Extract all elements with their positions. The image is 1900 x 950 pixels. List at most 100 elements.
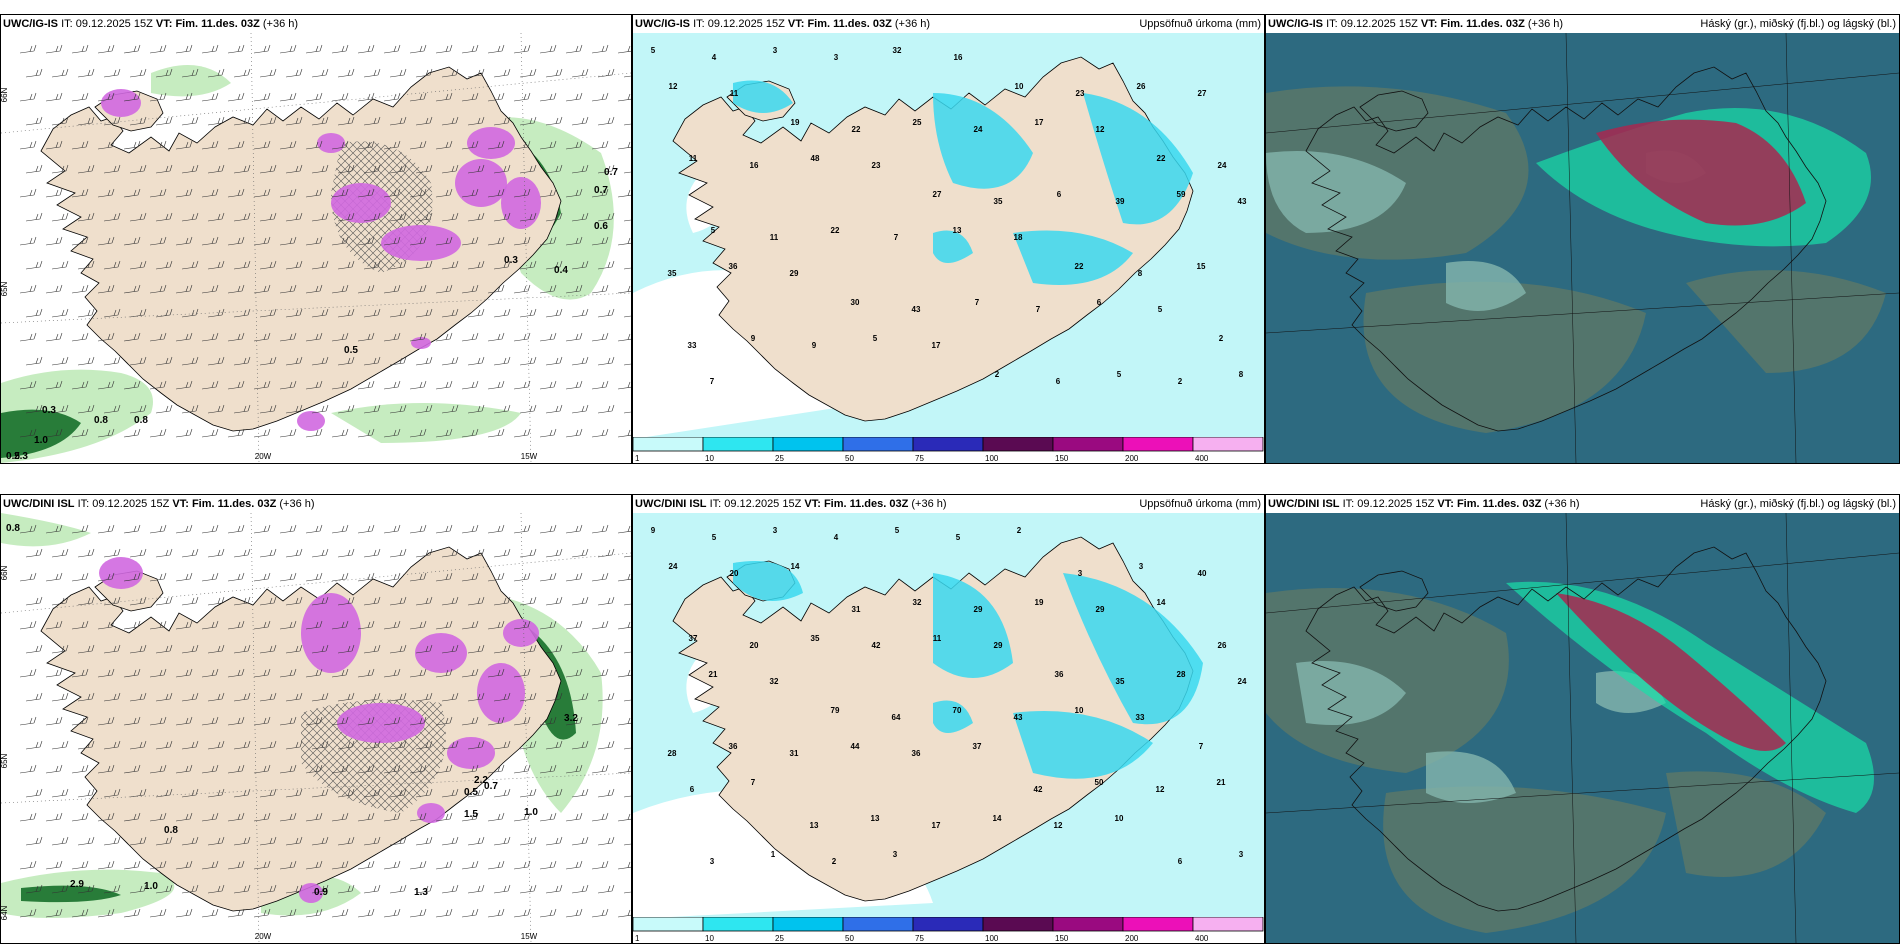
panel-bottom-clouds: UWC/DINI ISL IT: 09.12.2025 15Z VT: Fim.… [1265, 494, 1900, 944]
legend-tick-label: 50 [845, 934, 854, 943]
precip-value-label: 29 [1096, 605, 1105, 614]
wind-precip-map: 66N 65N 20W 15W 0.8 0.8 0.5 0.7 0.6 0.4 0.3 2.3 0.3 0… [1, 33, 631, 463]
wind-value-label: 1.0 [144, 881, 158, 892]
precip-value-label: 70 [953, 706, 962, 715]
precip-value-label: 14 [993, 814, 1002, 823]
precip-value-label: 21 [709, 670, 718, 679]
legend-tick-label: 10 [705, 934, 714, 943]
precip-value-label: 31 [790, 749, 799, 758]
precip-value-label: 24 [1218, 161, 1227, 170]
precip-value-label: 7 [710, 377, 715, 386]
precip-value-label: 12 [1054, 821, 1063, 830]
wind-value-label: 0.8 [6, 523, 20, 534]
precip-value-label: 22 [1075, 262, 1084, 271]
wind-value-label: 1.5 [464, 809, 478, 820]
wind-precip-map: 66N 65N 64N 20W 15W 0.8 2.9 1.0 3.2 1.0 0.9 0.7 0.8 0… [1, 513, 631, 943]
precip-value-label: 18 [1014, 233, 1023, 242]
panel-top-precip: UWC/IG-IS IT: 09.12.2025 15Z VT: Fim. 11… [632, 14, 1265, 464]
precip-value-label: 6 [1097, 298, 1102, 307]
legend-tick-label: 400 [1195, 454, 1209, 463]
precip-value-label: 24 [974, 125, 983, 134]
panel-bottom-wind: UWC/DINI ISL IT: 09.12.2025 15Z VT: Fim.… [0, 494, 632, 944]
precip-value-label: 5 [1117, 370, 1122, 379]
precip-value-label: 9 [651, 526, 656, 535]
precip-value-label: 3 [773, 46, 778, 55]
precip-value-label: 17 [932, 341, 941, 350]
precip-value-label: 6 [690, 785, 695, 794]
precip-value-label: 44 [851, 742, 860, 751]
wind-value-label: 0.3 [42, 405, 56, 416]
wind-value-label: 2.2 [474, 775, 488, 786]
legend-swatch [1052, 917, 1124, 932]
precip-value-label: 3 [1139, 562, 1144, 571]
precip-title: Uppsöfnuð úrkoma (mm) [1139, 18, 1261, 30]
precip-value-label: 22 [852, 125, 861, 134]
panel-title: UWC/DINI ISL IT: 09.12.2025 15Z VT: Fim.… [633, 495, 1264, 513]
precip-value-label: 2 [1017, 526, 1022, 535]
precip-value-label: 36 [912, 749, 921, 758]
precip-value-label: 35 [811, 634, 820, 643]
legend-swatch [633, 437, 704, 452]
precip-value-label: 11 [730, 89, 739, 98]
legend-tick-label: 50 [845, 454, 854, 463]
wind-value-label: 0.7 [604, 167, 618, 178]
precip-value-label: 28 [1177, 670, 1186, 679]
precip-value-label: 20 [730, 569, 739, 578]
wind-value-label: 0.5 [344, 345, 358, 356]
precip-value-label: 5 [651, 46, 656, 55]
precip-value-label: 17 [932, 821, 941, 830]
legend-tick-label: 25 [775, 934, 784, 943]
precip-value-label: 6 [1057, 190, 1062, 199]
legend-tick-label: 75 [915, 454, 924, 463]
legend-swatch [842, 917, 914, 932]
legend-tick-label: 100 [985, 934, 999, 943]
precip-value-label: 35 [994, 197, 1003, 206]
wind-value-label: 3.2 [564, 713, 578, 724]
legend-tick-label: 200 [1125, 454, 1139, 463]
wind-value-label: 1.0 [34, 435, 48, 446]
legend-tick-label: 150 [1055, 934, 1069, 943]
legend-swatch [1192, 437, 1264, 452]
legend-tick-label: 100 [985, 454, 999, 463]
legend-swatch [842, 437, 914, 452]
precip-value-label: 37 [689, 634, 698, 643]
precip-value-label: 7 [894, 233, 899, 242]
precip-value-label: 24 [1238, 677, 1247, 686]
precip-value-label: 29 [974, 605, 983, 614]
precip-value-label: 5 [1158, 305, 1163, 314]
wind-value-label: 0.6 [594, 221, 608, 232]
legend-swatch [1192, 917, 1264, 932]
legend-tick-label: 1 [635, 934, 640, 943]
precip-legend: 1 10 25 50 75 100 150 200 400 [633, 437, 1264, 463]
legend-swatch [1052, 437, 1124, 452]
model-name: UWC/DINI ISL [635, 498, 707, 510]
precip-value-label: 43 [1014, 713, 1023, 722]
panel-title: UWC/IG-IS IT: 09.12.2025 15Z VT: Fim. 11… [633, 15, 1264, 33]
precip-value-label: 20 [750, 641, 759, 650]
precip-value-label: 43 [912, 305, 921, 314]
precip-value-label: 21 [1217, 778, 1226, 787]
precip-value-label: 16 [954, 53, 963, 62]
precip-value-label: 3 [1078, 569, 1083, 578]
precip-value-label: 27 [1198, 89, 1207, 98]
precip-value-label: 7 [751, 778, 756, 787]
lon-label: 20W [255, 932, 272, 941]
precip-value-label: 2 [995, 370, 1000, 379]
precip-title: Uppsöfnuð úrkoma (mm) [1139, 498, 1261, 510]
precip-value-label: 5 [712, 533, 717, 542]
model-name: UWC/IG-IS [1268, 18, 1323, 30]
panel-top-wind: UWC/IG-IS IT: 09.12.2025 15Z VT: Fim. 11… [0, 14, 632, 464]
legend-swatch [982, 437, 1054, 452]
wind-value-label: 0.7 [594, 185, 608, 196]
precip-value-label: 3 [834, 53, 839, 62]
precip-value-label: 6 [1178, 857, 1183, 866]
precip-value-label: 6 [1056, 377, 1061, 386]
precip-value-label: 42 [872, 641, 881, 650]
legend-tick-label: 400 [1195, 934, 1209, 943]
wind-value-label: 2.9 [70, 879, 84, 890]
legend-swatch [912, 437, 984, 452]
precip-value-label: 4 [712, 53, 717, 62]
precip-value-label: 2 [1219, 334, 1224, 343]
precip-value-label: 33 [1136, 713, 1145, 722]
precip-value-label: 19 [791, 118, 800, 127]
